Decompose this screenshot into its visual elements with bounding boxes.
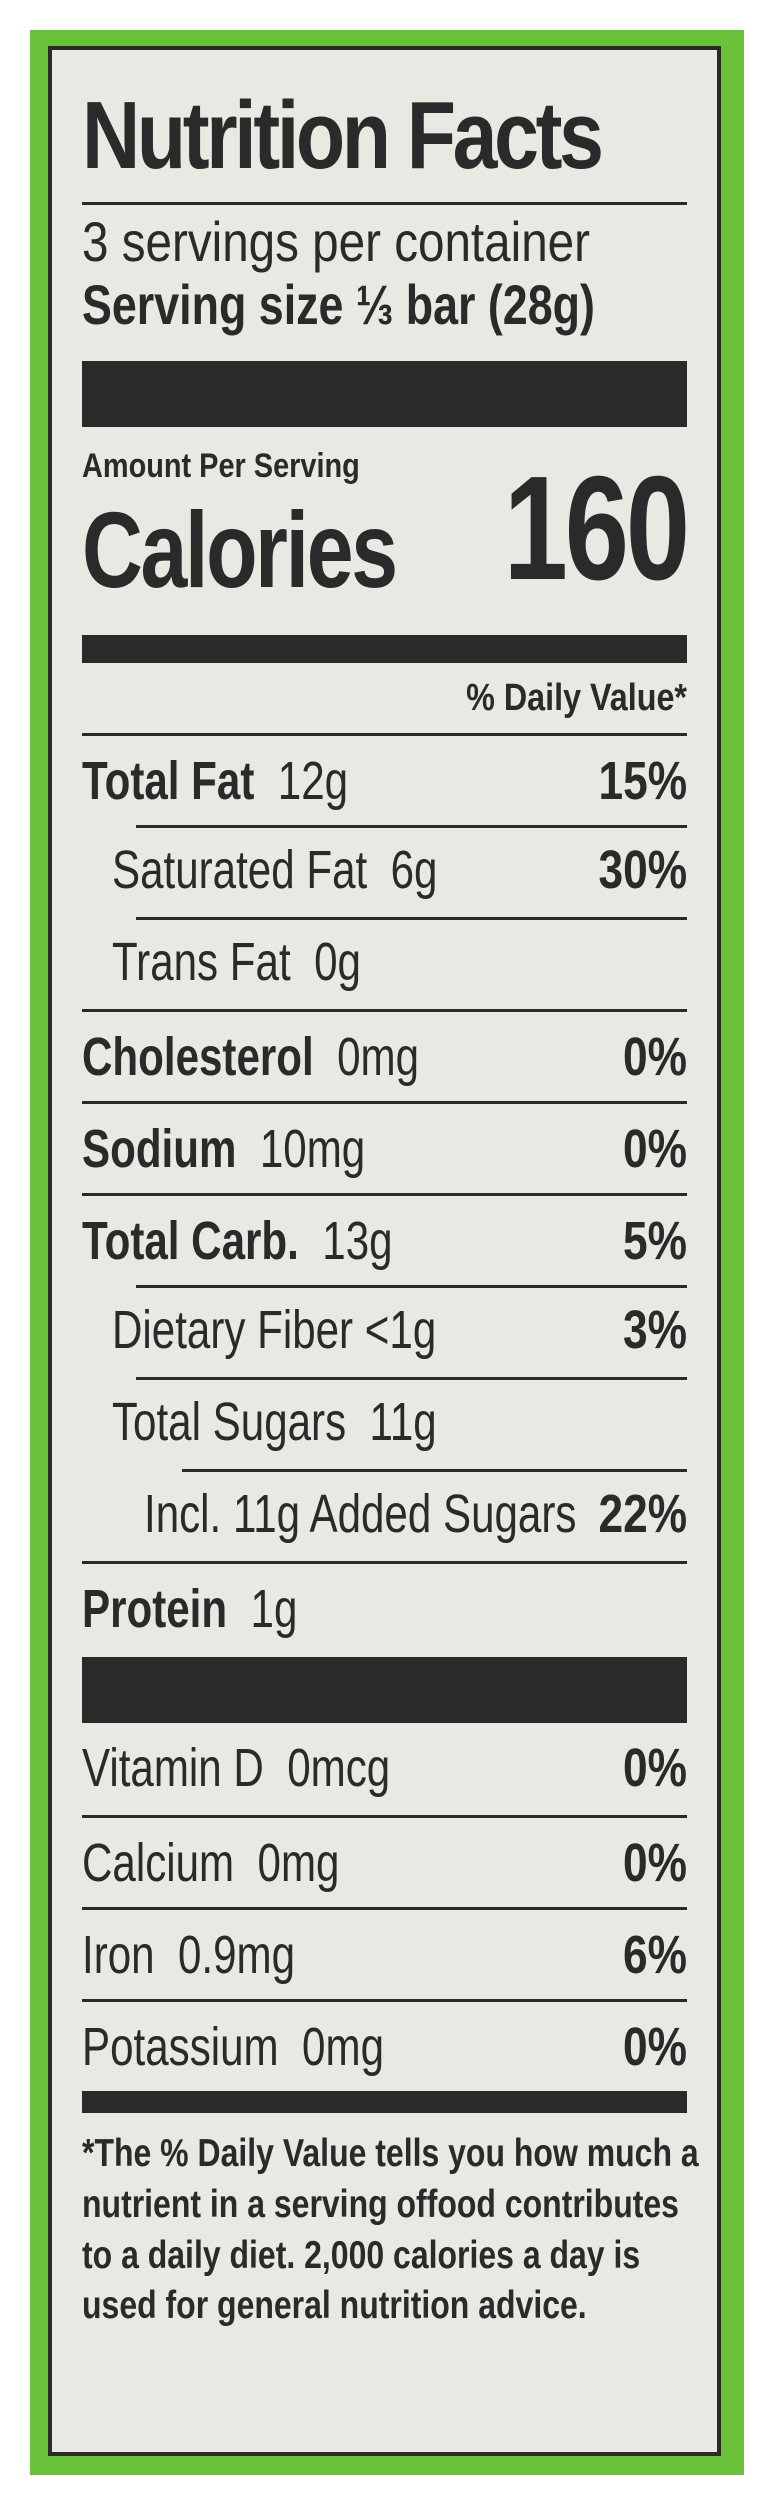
vitamin-row: Calcium 0mg 0%: [82, 1815, 687, 1907]
thick-divider: [82, 1657, 687, 1724]
divider: [82, 202, 687, 205]
vitamin-amount: 0mg: [257, 1833, 340, 1894]
vitamin-dv: 0%: [623, 1738, 687, 1799]
calories-value: 160: [503, 446, 690, 612]
nutrient-row: Cholesterol 0mg 0%: [82, 1009, 687, 1101]
vitamin-row: Potassium 0mg 0%: [82, 1999, 687, 2091]
nutrient-name: Total Sugars: [112, 1392, 347, 1453]
thick-divider: [82, 361, 687, 428]
nutrient-amount: 13g: [322, 1211, 393, 1272]
nutrient-amount: 0mg: [337, 1027, 420, 1088]
nutrient-dv: 0%: [623, 1027, 687, 1088]
footnote: *The % Daily Value tells you how much a …: [82, 2129, 699, 2332]
nutrient-name: Trans Fat: [112, 932, 291, 993]
nutrient-amount: 12g: [277, 751, 349, 812]
nutrient-dv: 3%: [623, 1300, 687, 1361]
nutrient-name: Incl. 11g Added Sugars: [144, 1484, 577, 1545]
nutrient-amount: <1g: [364, 1300, 437, 1361]
vitamin-name: Iron: [82, 1925, 155, 1986]
vitamin-row: Vitamin D 0mcg 0%: [82, 1723, 687, 1815]
nutrient-name: Protein: [82, 1579, 228, 1640]
nutrient-amount: 10mg: [259, 1119, 366, 1180]
footnote-line: nutrient in a serving offood contributes: [82, 2183, 679, 2227]
label-title: Nutrition Facts: [82, 82, 604, 189]
nutrient-dv: 22%: [598, 1484, 687, 1545]
nutrient-name: Saturated Fat: [112, 840, 368, 901]
footnote-line: to a daily diet. 2,000 calories a day is: [82, 2233, 641, 2277]
nutrient-amount: 11g: [369, 1392, 437, 1453]
amount-per-serving: Amount Per Serving: [82, 447, 360, 486]
serving-size: Serving size ⅓ bar (28g): [82, 272, 595, 336]
calories-label: Calories: [82, 489, 398, 611]
vitamin-amount: 0.9mg: [178, 1925, 296, 1986]
vitamin-name: Calcium: [82, 1833, 235, 1894]
vitamin-amount: 0mcg: [287, 1738, 391, 1799]
nutrition-facts-panel: Nutrition Facts 3 servings per container…: [48, 46, 721, 2456]
nutrient-name: Total Carb.: [82, 1211, 299, 1272]
vitamin-dv: 0%: [623, 2017, 687, 2078]
nutrient-row: Trans Fat 0g: [82, 917, 687, 1009]
nutrient-row: Total Carb. 13g 5%: [82, 1193, 687, 1285]
nutrient-name: Dietary Fiber: [112, 1300, 354, 1361]
vitamin-name: Potassium: [82, 2017, 279, 2078]
nutrient-name: Total Fat: [82, 751, 255, 812]
vitamin-amount: 0mg: [302, 2017, 384, 2078]
nutrient-dv: 15%: [598, 751, 687, 812]
footnote-line: used for general nutrition advice.: [82, 2284, 587, 2328]
nutrient-row: Saturated Fat 6g 30%: [82, 825, 687, 917]
medium-divider: [82, 635, 687, 664]
nutrient-name: Cholesterol: [82, 1027, 314, 1088]
nutrient-amount: 0g: [314, 932, 361, 993]
vitamin-dv: 6%: [623, 1925, 687, 1986]
nutrient-row: Sodium 10mg 0%: [82, 1101, 687, 1193]
nutrient-row: Total Sugars 11g: [82, 1377, 687, 1469]
nutrient-dv: 30%: [598, 840, 687, 901]
vitamin-name: Vitamin D: [82, 1738, 264, 1799]
nutrient-name: Sodium: [82, 1119, 237, 1180]
nutrient-row: Total Fat 12g 15%: [82, 733, 687, 825]
calories-section: Amount Per Serving Calories 160: [82, 427, 690, 627]
nutrient-amount: 6g: [390, 840, 438, 901]
servings-per-container: 3 servings per container: [82, 210, 591, 273]
footer-divider: [82, 2091, 687, 2114]
nutrient-dv: 0%: [623, 1119, 687, 1180]
nutrient-dv: 5%: [623, 1211, 687, 1272]
nutrient-row: Dietary Fiber <1g 3%: [82, 1285, 687, 1377]
nutrient-row: Incl. 11g Added Sugars 22%: [82, 1469, 687, 1561]
nutrient-amount: 1g: [250, 1579, 298, 1640]
daily-value-header: % Daily Value*: [466, 677, 687, 720]
vitamin-dv: 0%: [623, 1833, 687, 1894]
footnote-line: *The % Daily Value tells you how much a: [82, 2132, 699, 2176]
vitamin-row: Iron 0.9mg 6%: [82, 1907, 687, 1999]
nutrient-row: Protein 1g: [82, 1561, 687, 1653]
